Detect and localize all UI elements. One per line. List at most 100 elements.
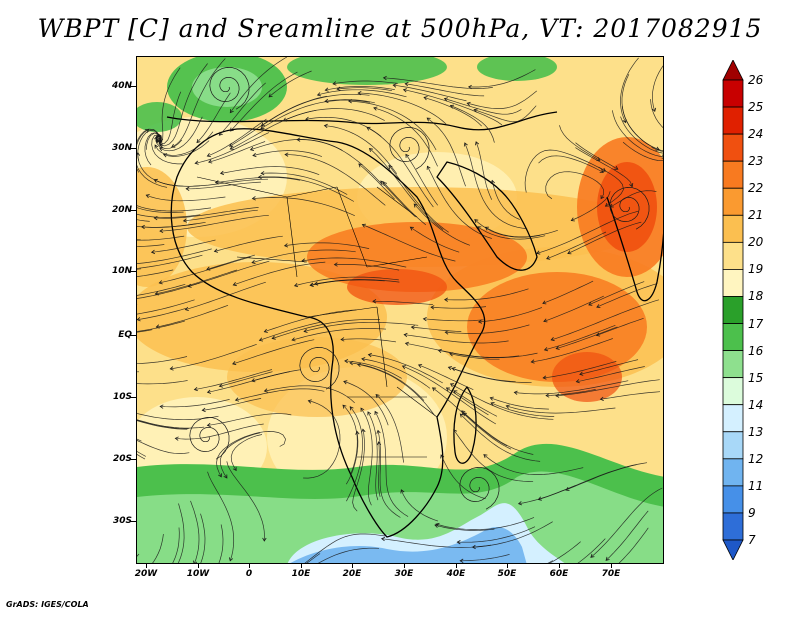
streamline-arrow	[422, 316, 427, 322]
streamline-arrow	[374, 410, 379, 416]
streamline	[446, 387, 489, 416]
lon-label: 10E	[291, 569, 311, 579]
streamline	[546, 389, 596, 396]
streamline	[137, 320, 185, 332]
streamline	[346, 406, 363, 502]
streamline	[543, 295, 604, 322]
streamline-arrow	[373, 106, 378, 111]
streamline	[172, 527, 180, 563]
streamline	[575, 147, 633, 187]
streamline	[154, 131, 214, 156]
streamline-arrow	[543, 347, 549, 352]
streamline	[252, 197, 355, 217]
streamline-arrow	[400, 489, 405, 494]
lon-label: 50E	[497, 569, 517, 579]
streamline	[402, 365, 497, 425]
streamline	[219, 371, 273, 387]
streamline-arrow	[392, 83, 397, 88]
colorbar-label: 16	[748, 343, 764, 358]
streamline-arrow	[614, 166, 619, 170]
streamline-arrow	[426, 165, 431, 170]
streamline	[137, 205, 212, 212]
streamline	[374, 411, 409, 517]
streamline	[438, 349, 538, 359]
streamline-arrow	[413, 203, 418, 208]
lon-tick	[146, 563, 147, 568]
lat-label: EQ	[118, 330, 132, 340]
streamline-arrow	[154, 135, 159, 140]
vortex-spiral	[389, 127, 430, 170]
lon-label: 70E	[601, 569, 621, 579]
streamline-arrow	[599, 396, 604, 401]
streamline	[549, 541, 581, 563]
streamline	[226, 461, 265, 542]
streamline-arrow	[271, 335, 276, 340]
streamline	[555, 379, 660, 397]
streamline	[367, 411, 379, 501]
streamline-arrow	[145, 194, 150, 199]
streamline	[418, 364, 474, 391]
streamline	[304, 321, 419, 332]
streamline	[651, 146, 663, 152]
streamline-arrow	[219, 170, 225, 176]
footer-credit: GrADS: IGES/COLA	[6, 600, 89, 609]
streamline	[137, 282, 201, 299]
streamline	[611, 110, 663, 157]
streamline-arrow	[403, 332, 408, 338]
streamline	[302, 257, 407, 268]
streamline-arrow	[489, 396, 494, 401]
streamline-arrow	[193, 387, 198, 392]
streamline	[620, 116, 663, 154]
streamline	[383, 77, 493, 89]
lat-tick	[130, 271, 136, 272]
streamline-arrow	[332, 81, 337, 86]
streamline	[478, 307, 543, 323]
streamline-arrow	[258, 337, 264, 342]
streamline	[252, 150, 323, 157]
streamline	[159, 63, 208, 147]
colorbar-label: 18	[748, 289, 764, 304]
streamline	[483, 454, 584, 475]
streamline	[373, 300, 433, 305]
streamline	[577, 538, 606, 563]
streamline-arrow	[542, 300, 547, 305]
colorbar-box	[722, 296, 744, 324]
streamline-arrow	[409, 226, 414, 231]
streamline-arrow	[517, 501, 523, 506]
streamline	[490, 402, 555, 417]
colorbar-label: 11	[748, 478, 764, 493]
streamline	[206, 254, 255, 270]
streamline-arrow	[194, 160, 199, 165]
streamline	[194, 369, 272, 390]
streamline	[474, 105, 537, 123]
streamline-arrow	[251, 259, 256, 264]
streamline	[294, 276, 399, 287]
streamline-arrow	[505, 404, 510, 409]
streamline	[362, 224, 456, 262]
streamline	[490, 397, 549, 410]
streamline-arrow	[575, 379, 580, 384]
streamline	[144, 132, 162, 166]
streamline-arrow	[232, 361, 237, 366]
colorbar-label: 14	[748, 397, 764, 412]
vortex-spiral	[299, 347, 340, 390]
streamline-arrow	[260, 122, 265, 127]
streamline	[230, 71, 298, 132]
streamline-arrow	[590, 553, 595, 558]
streamline-arrow	[596, 157, 601, 161]
streamline-arrow	[262, 537, 267, 542]
streamline	[285, 154, 386, 206]
colorbar-label: 21	[748, 208, 764, 223]
streamline-arrow	[426, 117, 431, 122]
streamline	[590, 487, 663, 558]
streamline-arrow	[484, 226, 489, 231]
streamline	[232, 339, 315, 365]
lat-label: 20S	[112, 454, 132, 464]
streamline	[576, 366, 645, 383]
field-green-north	[192, 67, 262, 107]
streamline-arrow	[449, 383, 455, 388]
streamline-arrow	[555, 393, 560, 398]
streamline-arrow	[473, 108, 478, 113]
streamline	[314, 279, 400, 285]
streamline	[325, 86, 395, 91]
